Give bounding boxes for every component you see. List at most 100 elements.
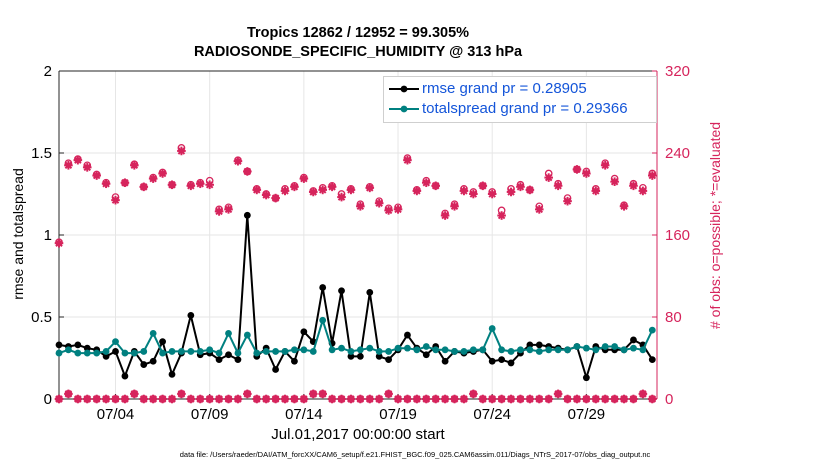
obs-evaluated-point (261, 190, 271, 200)
totalspread-point (178, 348, 185, 355)
totalspread-point (413, 346, 421, 354)
x-axis-label: Jul.01,2017 00:00:00 start (271, 426, 445, 443)
totalspread-point (206, 346, 214, 354)
legend-rmse-line-icon (389, 85, 419, 93)
obs-rejected-evaluated-point (619, 394, 629, 404)
totalspread-point (554, 346, 562, 354)
obs-rejected-evaluated-point (544, 394, 554, 404)
obs-evaluated-point (516, 182, 525, 192)
rmse-point (356, 352, 364, 360)
obs-rejected-evaluated-point (101, 394, 111, 404)
obs-rejected-evaluated-point (534, 394, 544, 404)
obs-rejected-evaluated-point (158, 394, 167, 404)
obs-star-core (367, 185, 372, 191)
obs-star-core (85, 165, 90, 170)
obs-rejected-evaluated-point (487, 394, 497, 404)
obs-rejected-evaluated-point (261, 394, 271, 404)
obs-star-core (94, 173, 99, 178)
rmse-point (187, 311, 195, 319)
obs-evaluated-point (252, 185, 262, 195)
totalspread-point (394, 344, 402, 352)
obs-star-core (254, 187, 259, 193)
totalspread-point (159, 349, 166, 357)
rmse-point (168, 371, 176, 378)
obs-star-core (358, 396, 363, 402)
obs-star-core (405, 396, 410, 402)
obs-star-core (273, 396, 278, 402)
obs-evaluated-point (177, 146, 186, 156)
obs-star-core (508, 396, 514, 402)
obs-evaluated-point (130, 161, 139, 170)
y-tick-label-right: 160 (665, 227, 690, 244)
rmse-point (422, 351, 430, 359)
obs-star-core (216, 209, 222, 214)
totalspread-point (149, 330, 157, 337)
totalspread-point (545, 346, 553, 354)
obs-rejected-evaluated-point (610, 394, 619, 404)
obs-star-core (235, 396, 241, 402)
obs-evaluated-point (186, 181, 196, 191)
y-tick-label-right: 0 (665, 391, 673, 408)
obs-star-core (141, 396, 146, 402)
obs-star-core (301, 396, 307, 402)
obs-rejected-evaluated-point (572, 394, 582, 404)
obs-rejected-evaluated-point (516, 394, 525, 404)
obs-star-core (94, 396, 99, 402)
obs-evaluated-point (403, 155, 412, 165)
obs-star-core (376, 201, 382, 206)
legend-spread-label: totalspread grand pr = 0.29366 (422, 100, 628, 117)
totalspread-point (319, 316, 327, 324)
obs-evaluated-point (299, 174, 309, 183)
obs-star-core (527, 187, 533, 193)
y-axis-label-left: rmse and totalspread (10, 168, 26, 300)
totalspread-point (225, 330, 232, 337)
obs-star-core (395, 396, 401, 402)
rmse-point (338, 287, 345, 295)
obs-evaluated-point (120, 178, 130, 188)
obs-evaluated-point (487, 189, 497, 199)
obs-evaluated-point (271, 193, 280, 203)
totalspread-point (404, 344, 411, 352)
rmse-point (319, 284, 327, 291)
obs-star-core (329, 184, 335, 190)
obs-star-core (527, 396, 533, 402)
obs-evaluated-point (638, 186, 648, 196)
obs-evaluated-point (280, 186, 290, 196)
obs-rejected-evaluated-point (111, 394, 120, 404)
obs-star-core (226, 207, 231, 212)
totalspread-point (592, 346, 600, 354)
obs-evaluated-point (233, 156, 243, 166)
obs-star-core (499, 396, 504, 402)
rmse-point (121, 372, 129, 380)
rmse-point (300, 328, 308, 336)
obs-star-core (593, 396, 598, 402)
obs-rejected-evaluated-point (54, 394, 64, 404)
obs-star-core (188, 183, 194, 188)
obs-star-core (282, 188, 288, 194)
obs-star-core (452, 396, 457, 402)
obs-evaluated-point (563, 196, 572, 206)
obs-star-core (292, 184, 297, 190)
totalspread-point (168, 348, 176, 355)
rmse-point (225, 351, 232, 359)
obs-evaluated-point (82, 163, 92, 172)
obs-evaluated-point (619, 202, 629, 211)
obs-evaluated-point (384, 206, 393, 215)
obs-evaluated-point (139, 182, 149, 192)
totalspread-point (93, 349, 101, 357)
obs-evaluated-point (478, 181, 488, 191)
obs-evaluated-point (365, 183, 375, 193)
obs-star-core (66, 163, 71, 168)
obs-rejected-evaluated-point (308, 389, 318, 399)
obs-star-core (555, 183, 561, 188)
obs-star-core (565, 396, 570, 402)
totalspread-point (441, 346, 449, 354)
totalspread-point (130, 349, 138, 357)
obs-star-core (339, 396, 344, 402)
rmse-point (507, 359, 515, 367)
y-tick-label-right: 320 (665, 63, 690, 80)
obs-star-core (471, 191, 476, 197)
obs-rejected-evaluated-point (224, 394, 233, 404)
obs-star-core (452, 204, 457, 209)
obs-rejected-evaluated-point (92, 394, 101, 404)
